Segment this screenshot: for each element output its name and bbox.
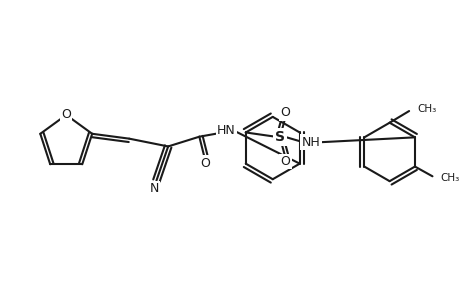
Text: O: O (61, 108, 71, 122)
Text: HN: HN (217, 124, 235, 137)
Text: S: S (274, 130, 284, 144)
Text: CH₃: CH₃ (439, 173, 459, 183)
Text: O: O (200, 157, 210, 169)
Text: N: N (150, 182, 159, 195)
Text: CH₃: CH₃ (416, 104, 435, 114)
Text: NH: NH (301, 136, 319, 149)
Text: O: O (280, 155, 290, 168)
Text: O: O (280, 106, 290, 119)
